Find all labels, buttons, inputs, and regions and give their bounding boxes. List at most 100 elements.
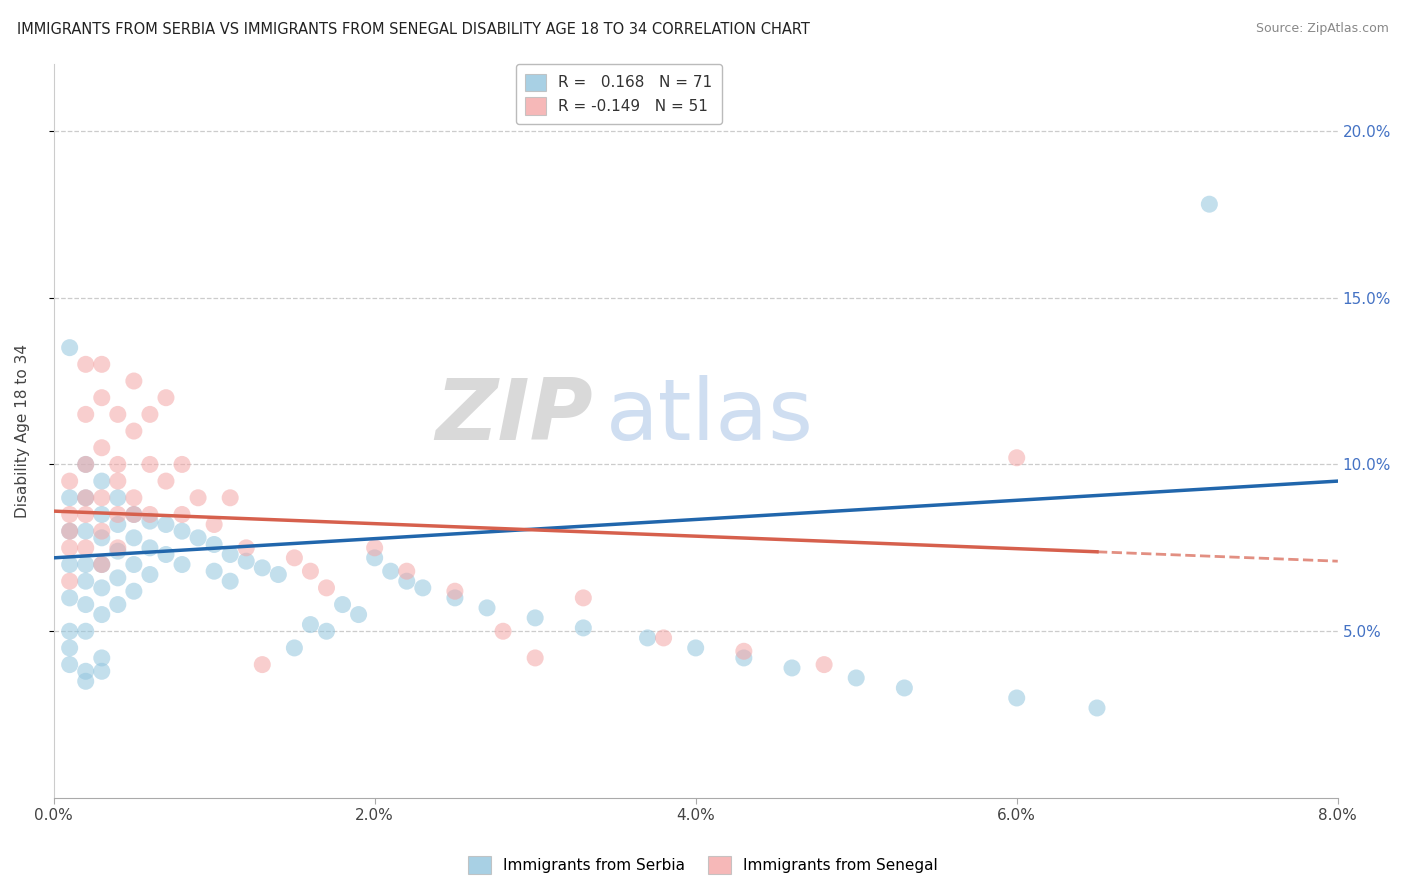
Y-axis label: Disability Age 18 to 34: Disability Age 18 to 34 <box>15 344 30 518</box>
Point <box>347 607 370 622</box>
Point <box>139 458 162 472</box>
Point <box>59 624 82 639</box>
Point <box>59 341 82 355</box>
Point <box>122 424 145 438</box>
Point <box>139 567 162 582</box>
Point <box>395 564 418 578</box>
Point <box>444 591 467 605</box>
Point <box>139 508 162 522</box>
Point <box>59 591 82 605</box>
Point <box>59 474 82 488</box>
Point <box>283 640 305 655</box>
Point <box>107 474 129 488</box>
Point <box>492 624 515 639</box>
Point <box>75 524 97 538</box>
Point <box>107 598 129 612</box>
Point <box>122 584 145 599</box>
Point <box>59 491 82 505</box>
Point <box>252 561 274 575</box>
Point <box>75 541 97 555</box>
Point <box>107 544 129 558</box>
Point <box>202 564 225 578</box>
Point <box>139 408 162 422</box>
Point <box>733 651 755 665</box>
Point <box>122 374 145 388</box>
Point <box>252 657 274 672</box>
Point <box>90 581 112 595</box>
Point <box>90 391 112 405</box>
Point <box>75 598 97 612</box>
Point <box>845 671 868 685</box>
Point <box>315 581 337 595</box>
Point <box>524 611 547 625</box>
Point <box>75 491 97 505</box>
Point <box>155 517 177 532</box>
Point <box>155 391 177 405</box>
Point <box>107 458 129 472</box>
Point <box>363 550 385 565</box>
Point <box>107 408 129 422</box>
Point <box>267 567 290 582</box>
Point <box>780 661 803 675</box>
Point <box>299 617 322 632</box>
Point <box>107 541 129 555</box>
Point <box>572 591 595 605</box>
Point <box>893 681 915 695</box>
Point <box>90 651 112 665</box>
Point <box>235 541 257 555</box>
Point <box>1005 450 1028 465</box>
Point <box>59 508 82 522</box>
Point <box>59 574 82 589</box>
Point <box>75 558 97 572</box>
Point <box>219 491 242 505</box>
Point <box>90 491 112 505</box>
Point <box>1005 690 1028 705</box>
Legend: R =   0.168   N = 71, R = -0.149   N = 51: R = 0.168 N = 71, R = -0.149 N = 51 <box>516 64 721 124</box>
Point <box>524 651 547 665</box>
Point <box>332 598 354 612</box>
Point <box>90 474 112 488</box>
Text: Source: ZipAtlas.com: Source: ZipAtlas.com <box>1256 22 1389 36</box>
Text: atlas: atlas <box>606 375 814 458</box>
Point <box>59 657 82 672</box>
Point <box>733 644 755 658</box>
Point <box>59 558 82 572</box>
Point <box>90 558 112 572</box>
Point <box>122 531 145 545</box>
Point <box>380 564 402 578</box>
Point <box>187 531 209 545</box>
Point <box>170 458 193 472</box>
Point <box>139 541 162 555</box>
Point <box>139 514 162 528</box>
Point <box>59 541 82 555</box>
Point <box>75 665 97 679</box>
Point <box>107 571 129 585</box>
Point <box>122 558 145 572</box>
Point <box>75 458 97 472</box>
Point <box>170 558 193 572</box>
Point <box>283 550 305 565</box>
Point <box>202 517 225 532</box>
Point <box>170 524 193 538</box>
Point <box>90 524 112 538</box>
Point <box>59 640 82 655</box>
Point <box>75 357 97 371</box>
Point <box>59 524 82 538</box>
Point <box>107 508 129 522</box>
Point <box>122 508 145 522</box>
Point <box>187 491 209 505</box>
Point <box>122 508 145 522</box>
Point <box>475 600 498 615</box>
Point <box>75 574 97 589</box>
Text: ZIP: ZIP <box>436 375 593 458</box>
Point <box>652 631 675 645</box>
Point <box>107 491 129 505</box>
Point <box>299 564 322 578</box>
Point <box>637 631 659 645</box>
Point <box>202 537 225 551</box>
Point <box>90 531 112 545</box>
Point <box>75 508 97 522</box>
Point <box>90 441 112 455</box>
Point <box>122 491 145 505</box>
Point <box>444 584 467 599</box>
